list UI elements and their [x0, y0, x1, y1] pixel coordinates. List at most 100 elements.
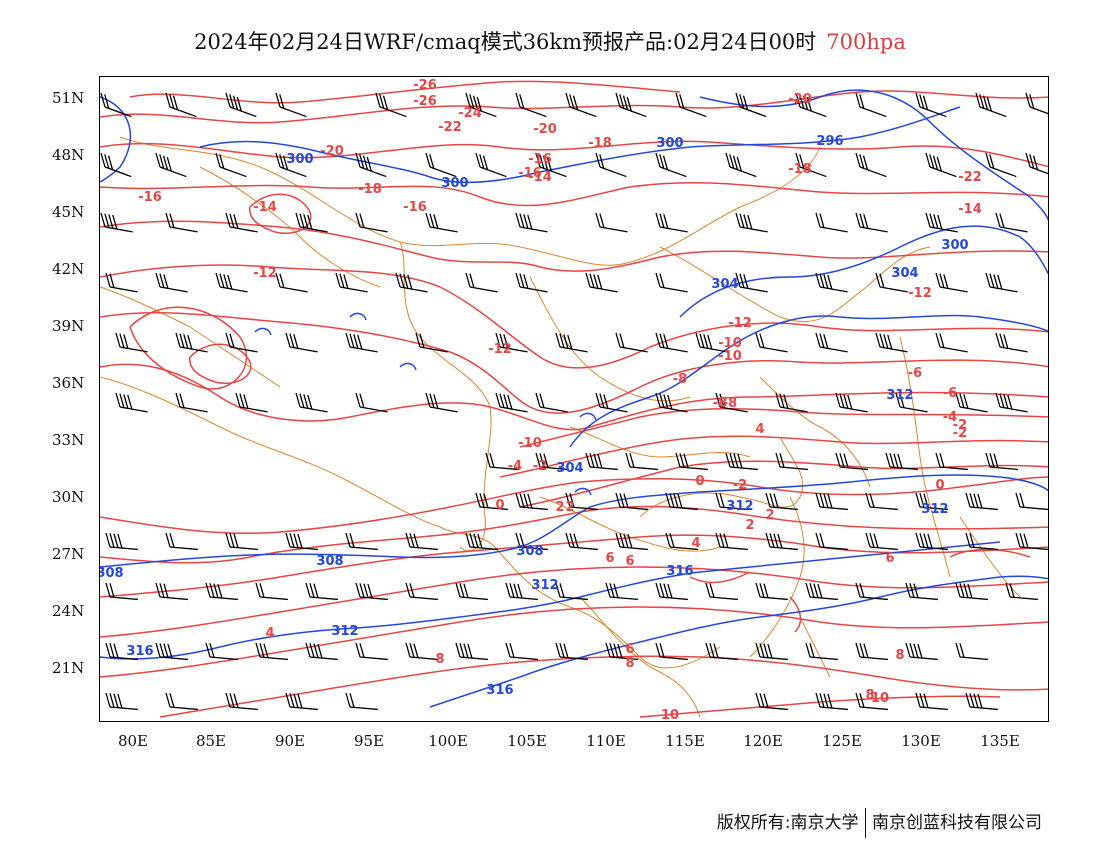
wind-barb	[235, 392, 268, 413]
wind-barb	[425, 152, 457, 178]
wind-barb	[335, 272, 368, 293]
wind-barb	[815, 692, 848, 711]
wind-barb	[955, 582, 988, 601]
wind-barb	[155, 642, 188, 661]
wind-barb	[105, 272, 138, 293]
temperature-label: 8	[625, 656, 634, 671]
wind-barb	[205, 642, 238, 661]
wind-barb	[405, 582, 438, 601]
temperature-label: -22	[958, 170, 982, 185]
wind-barb	[815, 492, 848, 511]
wind-barb	[465, 92, 497, 118]
wind-barb	[345, 332, 378, 353]
temperature-label: 6	[605, 551, 614, 566]
height-label: 312	[531, 578, 558, 593]
wind-barb	[425, 392, 458, 413]
lon-label: 100E	[428, 732, 468, 750]
wind-barb	[675, 92, 707, 118]
footer-right: 南京创蓝科技有限公司	[872, 813, 1042, 833]
wind-barb	[405, 642, 438, 661]
temperature-label: 0	[695, 474, 704, 489]
chart-title: 2024年02月24日WRF/cmaq模式36km预报产品:02月24日00时 7…	[0, 26, 1100, 56]
lon-label: 95E	[353, 732, 385, 750]
wind-barb	[655, 272, 688, 293]
wind-barb	[955, 392, 988, 413]
temperature-contours	[100, 80, 1048, 718]
temperature-label: 0	[935, 478, 944, 493]
wind-barb	[865, 532, 898, 551]
map-canvas: -26-26-24-22 -20-20-20-18-18-18-16-16-16-…	[100, 78, 1048, 721]
wind-barb	[345, 692, 378, 711]
wind-barb	[555, 582, 588, 601]
height-label: 316	[486, 683, 513, 698]
wind-barb	[255, 582, 288, 601]
wind-barb	[915, 692, 948, 711]
wind-barb	[735, 92, 767, 118]
wind-barb	[815, 532, 848, 551]
wind-barb	[115, 392, 148, 413]
temperature-label: -8	[673, 372, 687, 387]
temperature-label: 2	[745, 518, 754, 533]
temperature-label: -10	[718, 349, 742, 364]
temperature-label: 6	[625, 642, 634, 657]
wind-barb	[535, 452, 568, 471]
wind-barb	[355, 392, 388, 413]
lat-label: 48N	[52, 146, 85, 164]
temperature-label: 4	[691, 536, 700, 551]
lat-label: 42N	[52, 260, 85, 278]
wind-barb	[755, 692, 788, 711]
wind-barb	[355, 152, 387, 178]
lat-label: 30N	[52, 488, 85, 506]
wind-barb	[975, 92, 1007, 118]
height-label: 300	[441, 176, 468, 191]
height-label: 296	[816, 134, 843, 149]
wind-barb	[715, 392, 748, 413]
wind-barb	[275, 272, 308, 293]
lat-label: 21N	[52, 659, 85, 677]
wind-barb	[275, 152, 307, 178]
wind-barb	[795, 152, 827, 178]
wind-barb	[465, 272, 498, 293]
temperature-label: -14	[958, 202, 982, 217]
wind-barb	[105, 642, 138, 661]
wind-barb	[355, 582, 388, 601]
temperature-label: -12	[253, 266, 277, 281]
footer-divider	[864, 808, 866, 838]
wind-barb	[165, 212, 198, 233]
wind-barb	[755, 582, 788, 601]
temperature-label: -2	[953, 418, 967, 433]
wind-barb	[965, 692, 998, 711]
wind-barb	[775, 452, 808, 471]
wind-barb	[565, 492, 598, 511]
temperature-label: 4	[755, 422, 764, 437]
wind-barb	[715, 492, 748, 511]
footer-left: 版权所有:南京大学	[716, 813, 859, 833]
height-label: 300	[941, 238, 968, 253]
wind-barb	[565, 532, 598, 551]
wind-barb	[205, 582, 238, 601]
lon-label: 120E	[743, 732, 783, 750]
wind-barb	[535, 152, 567, 178]
temperature-label: 8	[865, 688, 874, 703]
wind-barb	[855, 92, 887, 118]
wind-barb	[255, 642, 288, 661]
height-label: 300	[286, 152, 313, 167]
temperature-label: -12	[488, 342, 512, 357]
temperature-label: 0	[495, 498, 504, 513]
temperature-label: 8	[895, 648, 904, 663]
title-level: 700hpa	[826, 30, 906, 54]
wind-barb	[705, 642, 738, 661]
lon-label: 85E	[195, 732, 227, 750]
wind-barb	[595, 392, 628, 413]
wind-barb	[155, 272, 188, 293]
wind-barb	[555, 642, 588, 661]
wind-barb	[455, 642, 488, 661]
wind-barb	[965, 492, 998, 511]
wind-barb	[115, 332, 148, 353]
wind-barb	[225, 92, 257, 118]
wind-barb	[345, 532, 378, 551]
temperature-label: -20	[533, 122, 557, 137]
temperature-label: -14	[253, 200, 277, 215]
wind-barb	[465, 532, 498, 551]
wind-barb	[1025, 152, 1048, 175]
